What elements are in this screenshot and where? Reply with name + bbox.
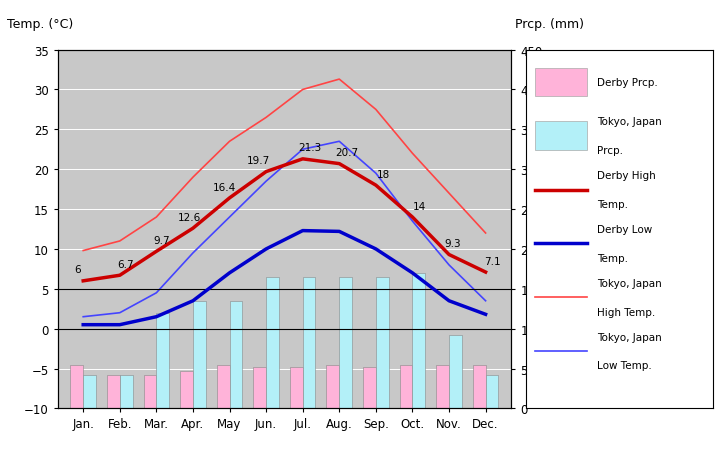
Bar xyxy=(473,365,485,409)
Bar xyxy=(363,367,376,409)
Text: Derby Prcp.: Derby Prcp. xyxy=(597,78,657,88)
Bar xyxy=(143,375,156,409)
Text: Temp.: Temp. xyxy=(597,253,628,263)
Bar xyxy=(180,371,193,409)
Text: 14: 14 xyxy=(413,201,426,211)
Text: Temp. (°C): Temp. (°C) xyxy=(7,18,73,31)
Bar xyxy=(253,367,266,409)
Bar xyxy=(217,365,230,409)
Text: 6: 6 xyxy=(74,265,81,275)
Bar xyxy=(156,313,169,409)
Text: 18: 18 xyxy=(377,169,390,179)
Bar xyxy=(230,301,243,409)
Text: Tokyo, Japan: Tokyo, Japan xyxy=(597,117,662,127)
Bar xyxy=(449,336,462,409)
Bar xyxy=(120,375,132,409)
Text: 16.4: 16.4 xyxy=(212,182,235,192)
Bar xyxy=(71,365,84,409)
Text: Derby High: Derby High xyxy=(597,171,655,181)
FancyBboxPatch shape xyxy=(535,68,588,97)
Text: 9.3: 9.3 xyxy=(444,239,461,249)
Text: 9.7: 9.7 xyxy=(153,235,170,246)
Text: Temp.: Temp. xyxy=(597,200,628,209)
Text: 12.6: 12.6 xyxy=(178,213,201,222)
Bar xyxy=(266,277,279,409)
Bar xyxy=(84,375,96,409)
Text: Derby Low: Derby Low xyxy=(597,224,652,235)
Bar xyxy=(376,277,389,409)
Text: 20.7: 20.7 xyxy=(335,148,358,158)
Bar xyxy=(339,277,352,409)
FancyBboxPatch shape xyxy=(535,122,588,151)
Text: Prcp. (mm): Prcp. (mm) xyxy=(515,18,584,31)
Bar xyxy=(485,375,498,409)
Text: Tokyo, Japan: Tokyo, Japan xyxy=(597,332,662,342)
Text: Tokyo, Japan: Tokyo, Japan xyxy=(597,278,662,288)
Bar xyxy=(107,375,120,409)
Bar xyxy=(193,301,206,409)
Bar xyxy=(400,365,413,409)
Bar xyxy=(290,367,302,409)
Text: High Temp.: High Temp. xyxy=(597,307,655,317)
Text: 21.3: 21.3 xyxy=(298,143,322,153)
Bar xyxy=(413,273,426,409)
Text: 7.1: 7.1 xyxy=(485,256,501,266)
Text: 6.7: 6.7 xyxy=(117,259,134,269)
Bar xyxy=(302,277,315,409)
Text: 19.7: 19.7 xyxy=(247,156,271,166)
Bar xyxy=(436,365,449,409)
Text: Prcp.: Prcp. xyxy=(597,146,623,156)
Bar xyxy=(326,365,339,409)
Text: Low Temp.: Low Temp. xyxy=(597,361,652,370)
